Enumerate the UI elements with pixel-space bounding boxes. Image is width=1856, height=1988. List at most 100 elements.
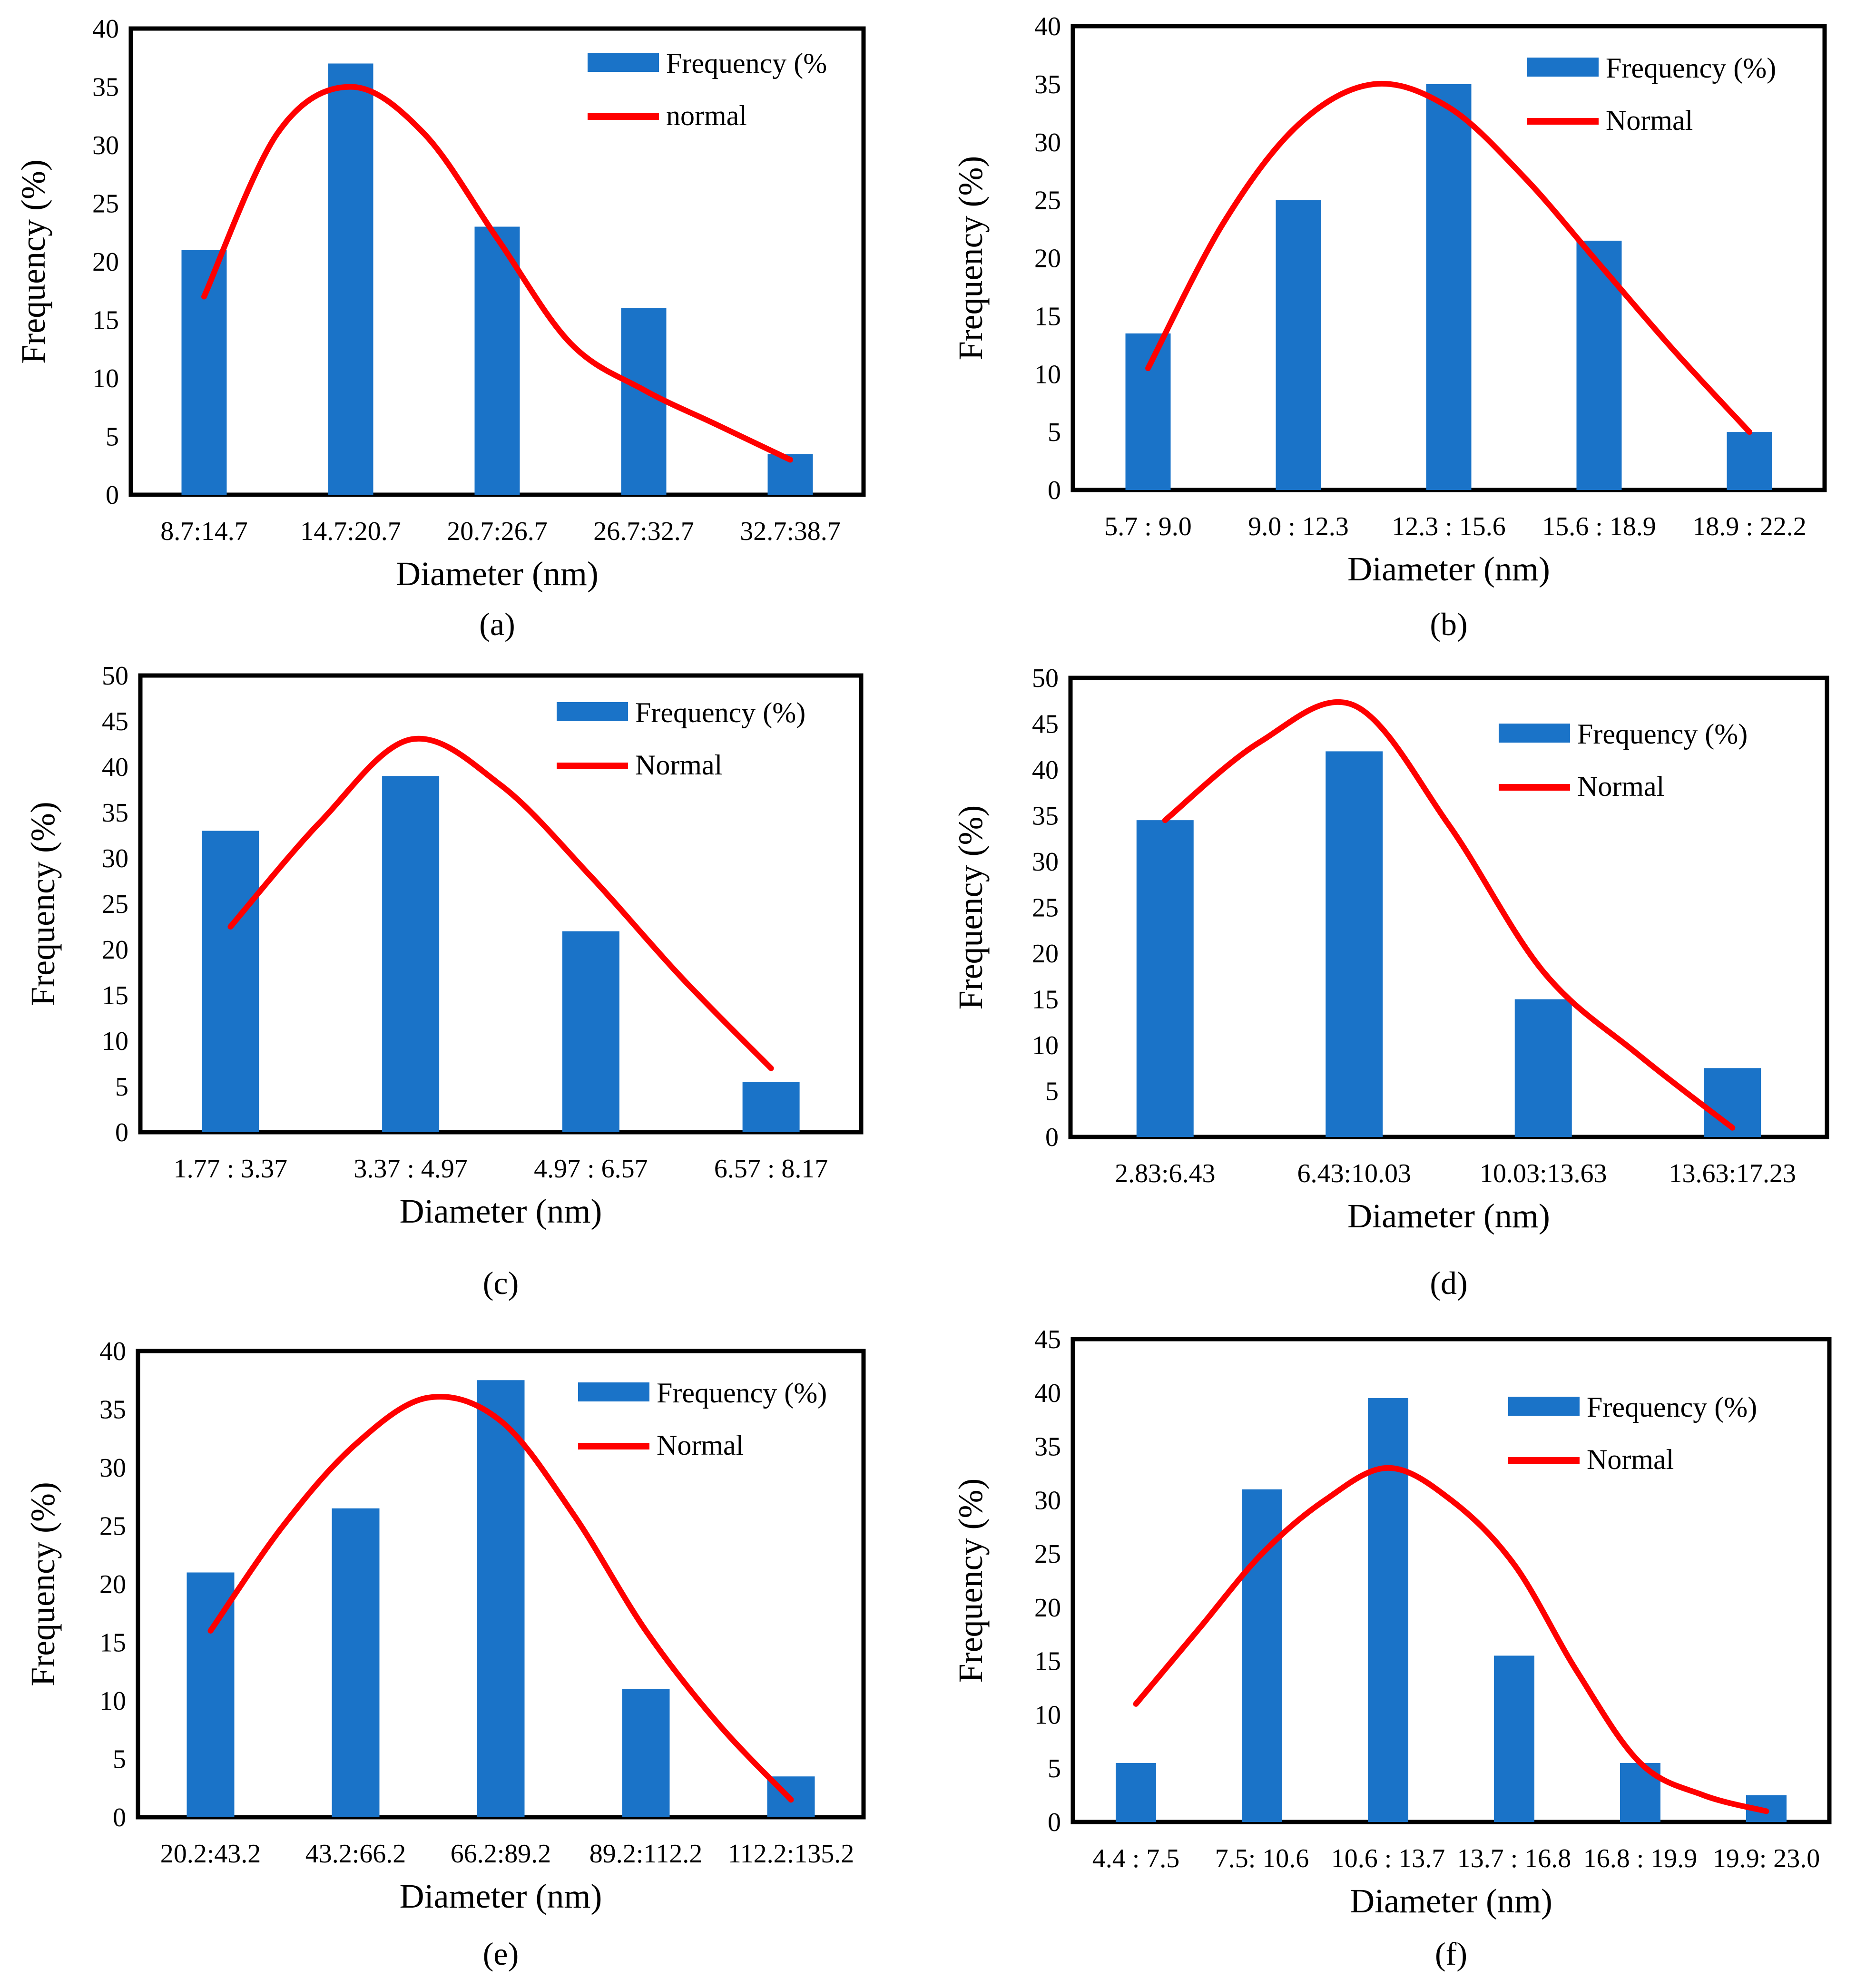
legend-label-normal: Normal: [635, 749, 722, 781]
chart-panel-e: 0 5 10 15 20 25 30 35 40 20.2:43.2 43.2:66.2 66.2:8…: [24, 1337, 866, 1972]
panel-label: (b): [1430, 606, 1467, 642]
x-category-label: 12.3 : 15.6: [1392, 512, 1506, 541]
y-tick-label: 10: [1032, 1031, 1059, 1060]
y-tick-label: 30: [1034, 1486, 1061, 1515]
legend: Frequency (%) Normal: [1499, 718, 1748, 802]
legend-label-frequency: Frequency (%): [635, 697, 805, 728]
y-tick-label: 5: [1048, 1754, 1061, 1783]
x-category-label: 16.8 : 19.9: [1583, 1844, 1698, 1873]
y-tick-label: 45: [102, 707, 128, 736]
y-tick-label: 35: [1034, 1432, 1061, 1462]
y-tick-label: 0: [1045, 1123, 1059, 1152]
y-tick-label: 10: [92, 364, 119, 393]
x-category-label: 66.2:89.2: [451, 1839, 551, 1869]
x-axis-title: Diameter (nm): [400, 1192, 602, 1230]
x-category-label: 4.97 : 6.57: [534, 1154, 648, 1184]
y-tick-label: 25: [1034, 186, 1061, 215]
y-tick-label: 40: [1032, 755, 1059, 785]
legend-label-normal: Normal: [1577, 771, 1664, 802]
x-category-label: 9.0 : 12.3: [1248, 512, 1349, 541]
y-tick-label: 40: [1034, 1379, 1061, 1408]
y-tick-label: 15: [92, 306, 119, 335]
x-category-label: 10.03:13.63: [1480, 1159, 1607, 1188]
panel-label: (e): [483, 1936, 519, 1972]
bar-1: [202, 831, 259, 1132]
legend-swatch-bar: [1527, 58, 1599, 77]
x-category-label: 32.7:38.7: [740, 517, 841, 546]
legend-label-normal: Normal: [1606, 105, 1693, 136]
y-tick-label: 5: [1048, 418, 1061, 447]
y-tick-label: 0: [1048, 476, 1061, 505]
x-category-label: 13.63:17.23: [1669, 1159, 1796, 1188]
x-category-label: 10.6 : 13.7: [1331, 1844, 1445, 1873]
y-tick-label: 20: [92, 247, 119, 277]
x-category-label: 6.43:10.03: [1297, 1159, 1411, 1188]
legend-swatch-bar: [1508, 1397, 1580, 1416]
y-tick-label: 25: [102, 890, 128, 919]
x-category-label: 112.2:135.2: [728, 1839, 854, 1869]
legend-label-frequency: Frequency (%): [1587, 1391, 1757, 1423]
y-tick-label: 40: [102, 753, 128, 782]
y-tick-label: 35: [99, 1395, 126, 1425]
bar-3: [1368, 1398, 1408, 1822]
y-tick-label: 0: [115, 1118, 128, 1147]
bar-1: [187, 1572, 235, 1817]
x-category-label: 26.7:32.7: [593, 517, 694, 546]
y-tick-label: 0: [1048, 1808, 1061, 1837]
y-tick-label: 15: [1032, 985, 1059, 1015]
legend: Frequency (%) Normal: [557, 697, 805, 781]
y-axis-title: Frequency (%): [14, 159, 52, 364]
legend-label-frequency: Frequency (%): [1577, 718, 1748, 750]
y-tick-label: 10: [1034, 1700, 1061, 1730]
y-tick-label: 50: [1032, 664, 1059, 693]
bar-1: [1125, 333, 1171, 490]
x-category-label: 19.9: 23.0: [1713, 1844, 1820, 1873]
x-category-label: 1.77 : 3.37: [174, 1154, 288, 1184]
y-tick-label: 15: [1034, 1647, 1061, 1676]
x-category-label: 14.7:20.7: [300, 517, 401, 546]
x-category-label: 15.6 : 18.9: [1542, 512, 1656, 541]
x-axis-title: Diameter (nm): [1347, 1197, 1550, 1235]
y-tick-label: 30: [1032, 847, 1059, 877]
y-tick-label: 20: [1034, 244, 1061, 274]
y-tick-label: 35: [1032, 802, 1059, 831]
plot-frame: [1070, 1337, 1832, 1824]
y-tick-label: 40: [1034, 12, 1061, 41]
chart-panel-f: 0 5 10 15 20 25 30 35 40 45 4.4 : 7.5 7.5: 10.6 10.6…: [952, 1325, 1832, 1972]
legend-swatch-bar: [557, 702, 628, 721]
plot-frame: [138, 673, 864, 1135]
legend: Frequency (% normal: [588, 48, 827, 131]
normal-curve-line: [1133, 1465, 1769, 1814]
y-tick-label: 45: [1034, 1325, 1061, 1354]
y-tick-label: 5: [113, 1745, 126, 1774]
bar-4: [622, 1689, 670, 1817]
y-tick-label: 20: [99, 1570, 126, 1599]
bar-3: [474, 226, 520, 495]
x-category-label: 43.2:66.2: [305, 1839, 406, 1869]
bar-2: [1326, 751, 1383, 1137]
x-category-label: 20.2:43.2: [160, 1839, 261, 1869]
bar-2: [382, 776, 440, 1132]
y-tick-label: 20: [1034, 1593, 1061, 1623]
bar-3: [477, 1380, 525, 1817]
y-tick-label: 35: [1034, 70, 1061, 99]
bar-2: [332, 1508, 380, 1817]
panel-label: (f): [1435, 1936, 1467, 1972]
x-category-label: 8.7:14.7: [160, 517, 248, 546]
y-tick-label: 25: [99, 1512, 126, 1541]
bar-1: [181, 250, 227, 495]
y-tick-label: 10: [99, 1686, 126, 1716]
y-tick-label: 5: [106, 422, 119, 452]
legend-swatch-bar: [578, 1382, 649, 1401]
chart-panel-b: 0 5 10 15 20 25 30 35 40 5.7 : 9.0 9.0 : 12.3 12.3 …: [952, 12, 1827, 642]
bar-3: [1426, 84, 1472, 490]
y-tick-label: 10: [102, 1027, 128, 1056]
panel-label: (a): [479, 606, 515, 642]
y-tick-label: 25: [92, 189, 119, 219]
legend-label-frequency: Frequency (%: [666, 48, 827, 79]
x-category-label: 18.9 : 22.2: [1692, 512, 1807, 541]
x-category-label: 4.4 : 7.5: [1092, 1844, 1180, 1873]
y-tick-label: 30: [99, 1453, 126, 1483]
bar-2: [328, 63, 373, 495]
